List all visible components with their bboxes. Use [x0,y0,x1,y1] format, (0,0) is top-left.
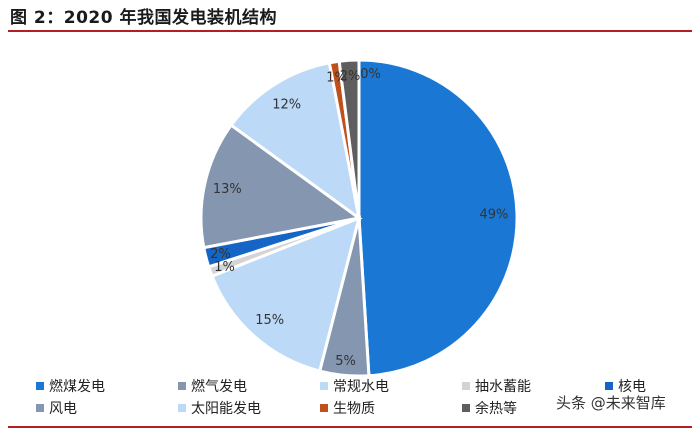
legend-label-1: 燃气发电 [191,378,247,395]
data-label-1: 5% [335,354,356,369]
legend-label-4: 核电 [618,379,646,395]
legend-label-2: 常规水电 [333,379,389,395]
pie-slices [199,58,519,378]
data-label-4: 2% [210,247,231,262]
pie-slice-5 [199,123,363,250]
pie-slice-2 [210,215,362,373]
legend-label-3: 抽水蓄能 [475,379,531,395]
pie-slice-8 [337,58,361,219]
data-label-0: 49% [479,207,508,222]
data-label-7: 1% [326,70,347,85]
legend-label-0: 燃煤发电 [49,378,105,395]
pie-slice-0 [357,58,519,378]
legend-label-6: 太阳能发电 [191,401,261,417]
pie-slice-6 [229,61,362,222]
watermark: 头条 @未来智库 [556,392,666,413]
legend-swatch-5 [36,404,44,412]
data-label-2: 15% [255,313,284,328]
watermark-text: 头条 @未来智库 [556,394,666,412]
legend-swatch-7 [320,404,328,412]
data-label-9: 0% [360,67,381,82]
legend-swatch-3 [462,382,470,390]
bottom-divider [8,426,692,428]
data-label-3: 1% [214,260,235,275]
legend-label-5: 风电 [49,401,77,417]
legend-swatch-6 [178,404,186,412]
legend-swatch-8 [462,404,470,412]
data-label-8: 2% [340,69,361,84]
legend-swatch-1 [178,382,186,390]
data-label-5: 13% [213,182,242,197]
legend-label-8: 余热等 [475,400,517,417]
legend-swatch-2 [320,382,328,390]
legend-label-7: 生物质 [333,401,375,417]
chart-title: 图 2：2020 年我国发电装机结构 [10,8,277,28]
title-divider [8,30,692,32]
data-label-6: 12% [272,98,301,113]
legend-swatch-4 [605,382,613,390]
legend-swatch-0 [36,382,44,390]
